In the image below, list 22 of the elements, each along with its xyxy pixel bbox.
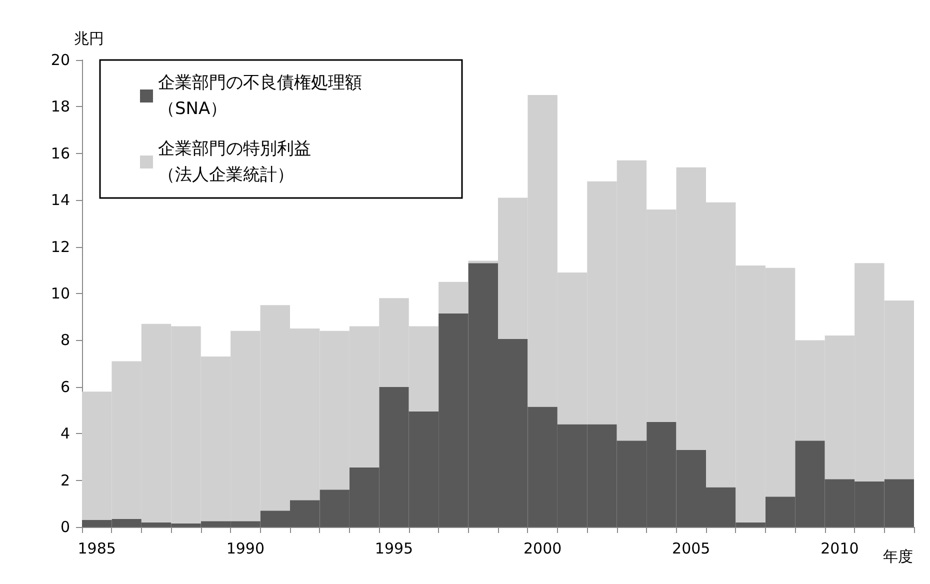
- y-tick-label: 2: [60, 471, 70, 490]
- x-tick-label: 2005: [672, 540, 710, 558]
- y-tick-label: 12: [50, 238, 70, 256]
- y-tick-label: 20: [50, 51, 70, 69]
- x-tick-label: 1985: [78, 540, 116, 558]
- y-tick-label: 18: [50, 98, 70, 116]
- y-tick-label: 16: [50, 144, 70, 162]
- legend-label: 企業部門の不良債権処理額（SNA）: [158, 73, 362, 119]
- x-axis-title: 年度: [883, 548, 913, 566]
- x-tick-label: 2010: [820, 540, 859, 558]
- y-tick-label: 4: [60, 424, 70, 443]
- y-tick-label: 8: [60, 331, 70, 350]
- bar: [438, 282, 468, 314]
- y-tick-label: 6: [60, 378, 70, 396]
- x-tick-label: 2000: [523, 540, 562, 558]
- x-tick-label: 1990: [226, 540, 265, 558]
- y-tick-label: 0: [60, 518, 70, 536]
- y-axis-title: 兆円: [74, 30, 104, 48]
- y-tick-label: 14: [50, 191, 70, 210]
- y-tick-label: 10: [50, 284, 70, 302]
- x-tick-label: 1995: [374, 540, 414, 558]
- legend-label: 企業部門の特別利益（法人企業統計）: [158, 139, 311, 185]
